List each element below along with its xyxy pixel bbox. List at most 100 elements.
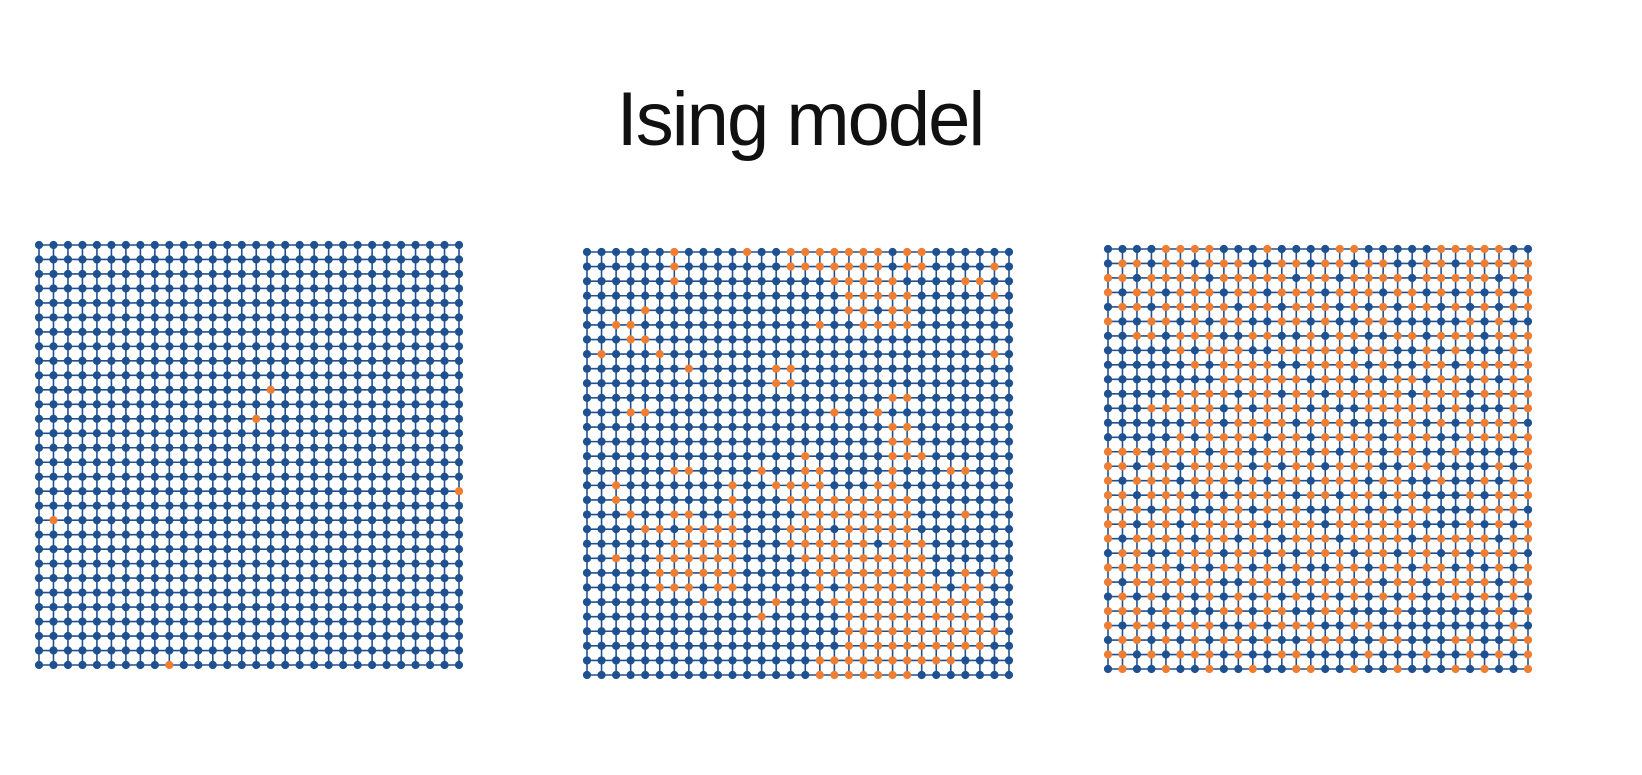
spin-down-node	[136, 516, 145, 525]
spin-down-node	[626, 466, 635, 475]
spin-down-node	[757, 262, 766, 271]
spin-up-node	[1263, 578, 1272, 587]
spin-up-node	[1523, 534, 1533, 543]
spin-up-node	[1321, 447, 1330, 456]
spin-down-node	[49, 602, 58, 612]
spin-down-node	[107, 313, 116, 322]
spin-down-node	[266, 298, 275, 308]
spin-down-node	[382, 646, 391, 655]
spin-down-node	[1176, 520, 1185, 529]
spin-down-node	[1335, 317, 1344, 326]
spin-down-node	[411, 371, 420, 380]
spin-down-node	[844, 466, 854, 475]
spin-down-node	[339, 443, 348, 452]
spin-down-node	[844, 408, 854, 417]
spin-up-node	[1321, 346, 1330, 355]
spin-up-node	[1263, 375, 1272, 384]
spin-down-node	[208, 414, 217, 423]
spin-up-node	[859, 641, 868, 650]
spin-down-node	[1393, 592, 1402, 601]
spin-down-node	[353, 269, 362, 279]
spin-down-node	[1118, 534, 1127, 543]
spin-down-node	[223, 458, 232, 467]
spin-up-node	[1335, 462, 1344, 471]
spin-down-node	[1161, 389, 1171, 398]
spin-down-node	[612, 422, 621, 432]
spin-down-node	[353, 414, 362, 423]
spin-up-node	[1523, 404, 1533, 413]
spin-down-node	[1480, 331, 1489, 340]
spin-down-node	[742, 656, 752, 665]
spin-down-node	[454, 298, 464, 308]
spin-up-node	[1306, 549, 1315, 558]
spin-up-node	[961, 597, 970, 607]
spin-down-node	[368, 298, 377, 308]
spin-down-node	[626, 481, 635, 490]
spin-down-node	[670, 495, 679, 505]
spin-down-node	[961, 408, 970, 417]
spin-up-node	[1161, 244, 1171, 254]
spin-down-node	[382, 356, 391, 365]
spin-down-node	[194, 240, 203, 250]
spin-down-node	[223, 617, 232, 626]
spin-down-node	[626, 583, 635, 592]
spin-down-node	[266, 371, 275, 380]
spin-down-node	[63, 429, 73, 438]
spin-down-node	[440, 545, 449, 554]
spin-down-node	[1408, 360, 1417, 369]
spin-up-node	[1205, 549, 1214, 558]
spin-down-node	[353, 660, 362, 670]
spin-up-node	[1234, 288, 1243, 297]
spin-down-node	[757, 306, 766, 315]
spin-down-node	[223, 501, 232, 510]
spin-down-node	[339, 617, 348, 626]
spin-down-node	[295, 487, 304, 496]
spin-down-node	[655, 364, 664, 373]
lattice-spins	[1103, 244, 1533, 674]
spin-down-node	[339, 255, 348, 264]
spin-down-node	[1480, 404, 1489, 413]
spin-down-node	[223, 472, 232, 481]
spin-down-node	[194, 631, 203, 641]
spin-down-node	[1480, 491, 1489, 500]
spin-down-node	[946, 583, 955, 592]
spin-up-node	[1393, 389, 1402, 398]
spin-up-node	[1494, 288, 1504, 297]
spin-down-node	[844, 364, 854, 373]
spin-up-node	[946, 597, 955, 607]
spin-down-node	[34, 342, 44, 351]
spin-down-node	[92, 487, 102, 496]
spin-down-node	[396, 429, 406, 438]
spin-up-node	[1321, 404, 1330, 413]
spin-down-node	[295, 269, 304, 279]
spin-down-node	[107, 284, 116, 293]
spin-down-node	[1494, 273, 1504, 283]
spin-down-node	[917, 670, 926, 680]
spin-up-node	[1132, 621, 1142, 630]
spin-down-node	[1451, 491, 1460, 500]
spin-up-node	[1292, 375, 1301, 384]
spin-down-node	[1190, 534, 1199, 543]
spin-up-node	[728, 539, 737, 548]
spin-up-node	[1437, 418, 1446, 427]
spin-down-node	[136, 646, 145, 655]
spin-down-node	[78, 602, 87, 612]
spin-up-node	[1379, 346, 1388, 355]
spin-down-node	[1335, 592, 1344, 601]
spin-down-node	[772, 656, 781, 665]
spin-down-node	[932, 291, 941, 300]
spin-down-node	[1004, 452, 1014, 461]
spin-down-node	[208, 269, 217, 279]
spin-down-node	[1161, 418, 1171, 427]
spin-up-node	[49, 516, 58, 525]
spin-up-node	[1393, 578, 1402, 587]
spin-down-node	[295, 240, 304, 250]
spin-down-node	[859, 393, 868, 402]
spin-up-node	[1306, 621, 1315, 630]
spin-down-node	[339, 414, 348, 423]
spin-up-node	[1393, 288, 1402, 297]
spin-down-node	[78, 429, 87, 438]
spin-down-node	[1004, 670, 1014, 680]
spin-up-node	[1335, 635, 1344, 645]
spin-down-node	[1263, 346, 1272, 355]
